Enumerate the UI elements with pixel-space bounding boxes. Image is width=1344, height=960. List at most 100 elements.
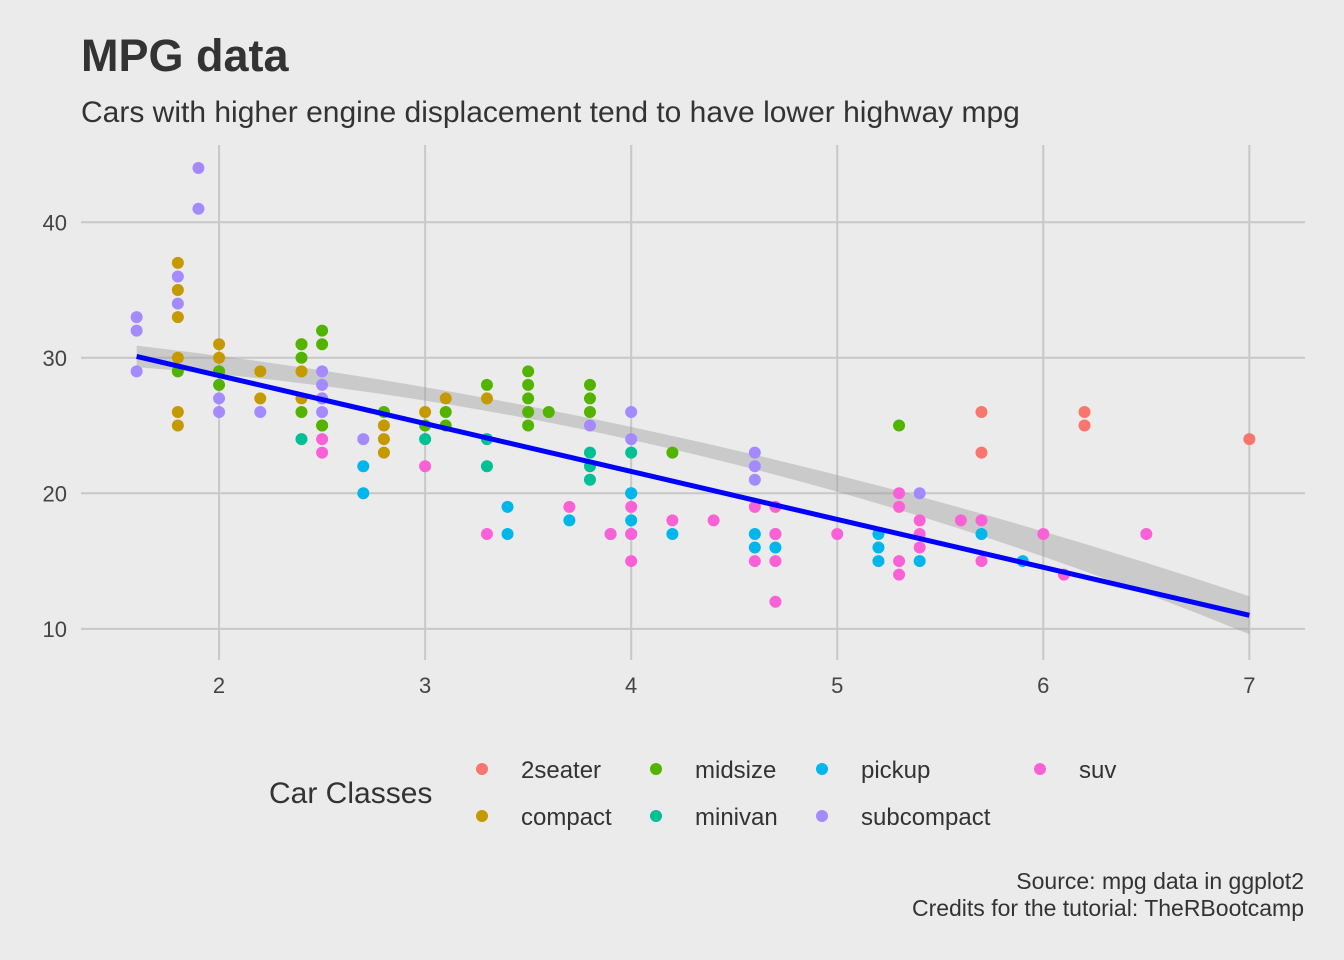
point-suv [748, 555, 761, 568]
point-pickup [666, 527, 679, 540]
point-suv [893, 487, 906, 500]
point-subcompact [748, 446, 761, 459]
point-midsize [316, 419, 329, 432]
point-suv [769, 527, 782, 540]
point-2seater [1078, 405, 1091, 418]
point-suv [316, 433, 329, 446]
point-compact [295, 365, 308, 378]
data-points [130, 162, 1256, 608]
point-suv [975, 555, 988, 568]
point-pickup [769, 541, 782, 554]
point-compact [377, 446, 390, 459]
point-subcompact [213, 405, 226, 418]
point-midsize [316, 338, 329, 351]
x-tick-label: 7 [1243, 673, 1255, 698]
point-pickup [913, 555, 926, 568]
point-minivan [583, 446, 596, 459]
point-suv [831, 527, 844, 540]
point-midsize [893, 419, 906, 432]
point-suv [604, 527, 617, 540]
point-suv [707, 514, 720, 527]
point-suv [563, 500, 576, 513]
point-compact [171, 284, 184, 297]
point-compact [171, 256, 184, 269]
point-pickup [501, 527, 514, 540]
point-subcompact [625, 405, 638, 418]
point-compact [419, 405, 432, 418]
point-suv [913, 541, 926, 554]
point-subcompact [316, 378, 329, 391]
point-subcompact [583, 419, 596, 432]
x-tick-label: 4 [625, 673, 637, 698]
point-compact [480, 392, 493, 405]
point-pickup [872, 555, 885, 568]
point-midsize [583, 405, 596, 418]
point-midsize [583, 392, 596, 405]
legend-label-2seater: 2seater [521, 757, 601, 784]
grid-lines [81, 145, 1305, 660]
point-subcompact [213, 392, 226, 405]
point-midsize [666, 446, 679, 459]
point-minivan [583, 473, 596, 486]
confidence-band [136, 345, 1250, 635]
point-compact [171, 419, 184, 432]
point-suv [625, 527, 638, 540]
point-suv [666, 514, 679, 527]
point-pickup [748, 527, 761, 540]
point-suv [893, 568, 906, 581]
x-tick-label: 2 [213, 673, 225, 698]
point-2seater [975, 446, 988, 459]
point-subcompact [748, 460, 761, 473]
legend-key-2seater [476, 763, 488, 775]
legend-label-pickup: pickup [861, 757, 930, 784]
point-pickup [357, 487, 370, 500]
point-suv [954, 514, 967, 527]
point-subcompact [192, 162, 205, 175]
chart-subtitle: Cars with higher engine displacement ten… [81, 96, 1020, 129]
legend-key-pickup [816, 763, 828, 775]
point-suv [769, 595, 782, 608]
x-tick-label: 3 [419, 673, 431, 698]
point-subcompact [192, 202, 205, 215]
point-subcompact [316, 365, 329, 378]
x-tick-label: 6 [1037, 673, 1049, 698]
point-compact [213, 338, 226, 351]
confidence-ribbon [136, 345, 1250, 635]
caption: Source: mpg data in ggplot2 Credits for … [912, 868, 1304, 922]
point-suv [625, 555, 638, 568]
point-compact [171, 405, 184, 418]
point-subcompact [130, 324, 143, 337]
y-tick-label: 10 [43, 617, 67, 642]
point-subcompact [254, 405, 267, 418]
point-suv [625, 500, 638, 513]
legend-label-subcompact: subcompact [861, 804, 991, 831]
point-suv [419, 460, 432, 473]
point-compact [439, 392, 452, 405]
caption-credits: Credits for the tutorial: TheRBootcamp [911, 895, 1304, 921]
point-suv [316, 446, 329, 459]
point-midsize [522, 419, 535, 432]
point-midsize [522, 378, 535, 391]
point-pickup [625, 487, 638, 500]
point-subcompact [130, 311, 143, 324]
point-compact [254, 365, 267, 378]
point-suv [769, 555, 782, 568]
legend-key-compact [476, 810, 488, 822]
point-2seater [975, 405, 988, 418]
point-midsize [295, 338, 308, 351]
y-tick-label: 30 [43, 346, 67, 371]
point-subcompact [171, 297, 184, 310]
axis-ticks: 2 3 4 5 6 7 10 20 30 40 [43, 210, 1256, 698]
point-pickup [563, 514, 576, 527]
legend-title: Car Classes [269, 777, 432, 810]
point-subcompact [625, 433, 638, 446]
point-midsize [522, 365, 535, 378]
point-pickup [357, 460, 370, 473]
point-subcompact [171, 270, 184, 283]
point-minivan [419, 433, 432, 446]
point-pickup [501, 500, 514, 513]
point-pickup [748, 541, 761, 554]
point-compact [213, 351, 226, 364]
point-compact [254, 392, 267, 405]
